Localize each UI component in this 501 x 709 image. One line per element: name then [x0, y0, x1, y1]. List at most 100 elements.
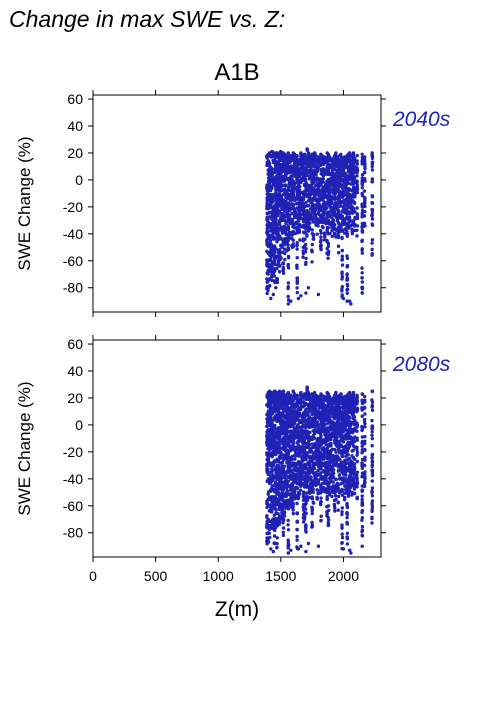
scatter-point	[370, 247, 374, 252]
scatter-point	[308, 221, 312, 225]
scatter-point	[272, 236, 276, 240]
scatter-point	[287, 247, 291, 252]
scatter-point	[275, 545, 279, 550]
scatter-point	[298, 225, 303, 229]
scatter-point	[316, 489, 320, 493]
scatter-point	[355, 234, 359, 238]
scatter-point	[304, 458, 308, 462]
scatter-point	[282, 511, 287, 515]
scatter-point	[269, 416, 273, 420]
scatter-point	[268, 535, 272, 540]
scatter-point	[323, 235, 327, 239]
scatter-point	[274, 247, 278, 251]
scatter-point	[309, 475, 313, 480]
scatter-point	[320, 393, 324, 397]
scatter-point	[370, 201, 375, 205]
scatter-point	[355, 216, 360, 221]
scatter-point	[305, 233, 309, 237]
scatter-point	[295, 243, 299, 247]
scatter-point	[272, 389, 277, 393]
scatter-point	[314, 393, 318, 397]
scatter-point	[318, 436, 323, 440]
scatter-point	[315, 232, 319, 236]
scatter-point	[291, 244, 296, 248]
scatter-point	[286, 281, 291, 285]
scatter-point	[328, 155, 332, 159]
scatter-point	[351, 151, 356, 155]
scatter-point	[321, 180, 325, 184]
scatter-point	[291, 501, 295, 505]
scatter-point	[319, 432, 323, 437]
scatter-point	[319, 231, 323, 235]
scatter-point	[340, 277, 344, 281]
scatter-point	[291, 389, 295, 393]
scatter-point	[285, 426, 289, 431]
scatter-point	[310, 242, 314, 247]
scatter-point	[286, 540, 290, 545]
scatter-point	[370, 241, 374, 245]
scatter-point	[331, 480, 335, 484]
scatter-point	[279, 451, 283, 455]
scatter-point	[319, 496, 323, 500]
scatter-point	[310, 523, 314, 527]
scatter-point	[310, 505, 314, 509]
scatter-point	[314, 154, 318, 158]
scatter-point	[350, 231, 354, 236]
scatter-point	[274, 460, 278, 464]
scatter-point	[322, 457, 326, 461]
scatter-point	[325, 497, 329, 502]
scatter-point	[267, 389, 272, 393]
scatter-point	[287, 213, 292, 218]
scatter-point	[311, 487, 315, 492]
scatter-point	[305, 182, 309, 187]
scatter-point	[340, 263, 345, 267]
y-tick-label: 20	[67, 145, 83, 161]
scatter-point	[282, 464, 287, 468]
scatter-point	[286, 544, 290, 548]
scatter-point	[281, 530, 285, 535]
plot-frame-2040s	[92, 94, 382, 313]
scatter-point	[295, 154, 299, 158]
scatter-point	[270, 170, 274, 175]
scatter-point	[322, 451, 327, 456]
scatter-point	[286, 227, 291, 231]
scatter-point	[360, 285, 364, 290]
scatter-point	[360, 211, 364, 216]
scatter-point	[349, 302, 353, 306]
scatter-point	[322, 423, 327, 427]
scatter-point	[282, 159, 286, 163]
scatter-point	[286, 518, 290, 523]
scatter-point	[305, 454, 309, 458]
scatter-point	[363, 160, 367, 164]
scatter-point	[304, 501, 308, 505]
scatter-point	[270, 523, 274, 527]
scatter-point	[310, 392, 314, 396]
scatter-point	[352, 201, 357, 206]
scatter-point	[285, 486, 289, 490]
scatter-point	[336, 186, 340, 191]
scatter-point	[276, 173, 280, 178]
scatter-point	[270, 421, 274, 425]
scatter-point	[290, 457, 294, 461]
scatter-point	[279, 149, 283, 154]
scatter-point	[333, 506, 337, 510]
scatter-point	[370, 156, 375, 160]
scatter-point	[286, 224, 290, 228]
scatter-point	[331, 471, 336, 475]
scatter-point	[308, 430, 312, 434]
scatter-point	[319, 235, 323, 239]
scatter-point	[295, 527, 299, 532]
scatter-point	[286, 254, 291, 259]
scatter-point	[272, 403, 277, 407]
scatter-point	[295, 538, 299, 542]
scatter-point	[286, 243, 290, 247]
scatter-point	[316, 224, 320, 228]
scatter-point	[316, 165, 321, 169]
scatter-point	[370, 179, 375, 184]
scatter-point	[287, 503, 292, 507]
scatter-point	[297, 193, 302, 198]
scatter-point	[306, 474, 310, 479]
scatter-point	[279, 171, 283, 176]
